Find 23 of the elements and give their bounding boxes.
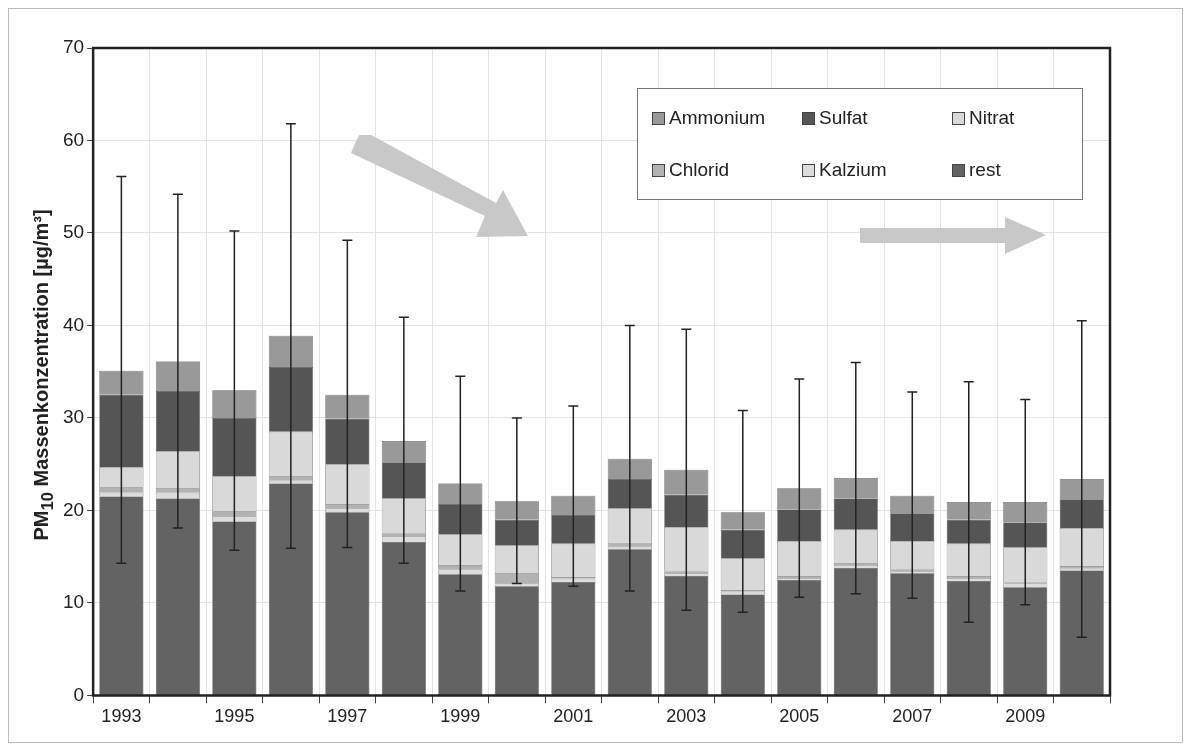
x-tick-label: 2005 xyxy=(779,706,820,727)
x-tick-label: 1995 xyxy=(214,706,255,727)
x-tick-label: 2001 xyxy=(553,706,594,727)
legend-label: Sulfat xyxy=(819,107,868,129)
x-tick-label: 1999 xyxy=(440,706,481,727)
x-tick-label: 1997 xyxy=(327,706,368,727)
legend-label: Kalzium xyxy=(819,159,887,181)
y-tick-label: 20 xyxy=(62,498,85,520)
y-tick-label: 10 xyxy=(62,591,85,613)
x-tick-label: 2009 xyxy=(1005,706,1046,727)
x-tick-label: 2003 xyxy=(666,706,707,727)
legend-label: rest xyxy=(969,159,1001,181)
y-tick-label: 60 xyxy=(62,128,85,150)
y-tick-label: 30 xyxy=(62,406,85,428)
legend-label: Ammonium xyxy=(669,107,766,129)
y-tick-label: 50 xyxy=(62,221,85,243)
legend-label: Chlorid xyxy=(669,159,730,181)
y-tick-label: 0 xyxy=(73,683,85,705)
y-tick-label: 40 xyxy=(62,313,85,335)
x-tick-label: 1993 xyxy=(101,706,142,727)
legend-label: Nitrat xyxy=(969,107,1015,129)
x-tick-label: 2007 xyxy=(892,706,933,727)
y-tick-label: 70 xyxy=(62,36,85,58)
